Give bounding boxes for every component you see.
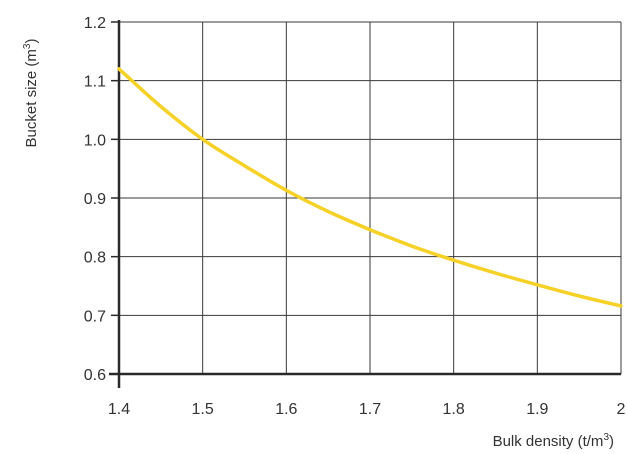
y-tick-label: 0.7 bbox=[84, 308, 106, 325]
y-tick-label: 0.9 bbox=[84, 191, 106, 208]
axes bbox=[109, 20, 621, 388]
y-tick-labels: 0.6 0.7 0.8 0.9 1.0 1.1 1.2 bbox=[84, 15, 106, 384]
x-tick-label: 2 bbox=[617, 401, 626, 418]
x-tick-labels: 1.4 1.5 1.6 1.7 1.8 1.9 2 bbox=[108, 401, 626, 418]
grid bbox=[119, 21, 622, 374]
x-tick-label: 1.8 bbox=[443, 401, 465, 418]
x-axis-title: Bulk density (t/m3) bbox=[493, 432, 614, 450]
y-tick-label: 1.0 bbox=[84, 132, 106, 149]
x-tick-label: 1.4 bbox=[108, 401, 130, 418]
x-tick-label: 1.6 bbox=[275, 401, 297, 418]
y-axis-title: Bucket size (m3) bbox=[22, 39, 40, 148]
y-tick-label: 1.2 bbox=[84, 15, 106, 32]
bucket-size-curve bbox=[117, 67, 623, 308]
y-tick-label: 0.8 bbox=[84, 250, 106, 267]
x-tick-label: 1.9 bbox=[526, 401, 548, 418]
y-tick-label: 1.1 bbox=[84, 74, 106, 91]
y-tick-label: 0.6 bbox=[84, 367, 106, 384]
series-layer bbox=[117, 67, 623, 308]
x-tick-label: 1.7 bbox=[359, 401, 381, 418]
x-tick-label: 1.5 bbox=[192, 401, 214, 418]
